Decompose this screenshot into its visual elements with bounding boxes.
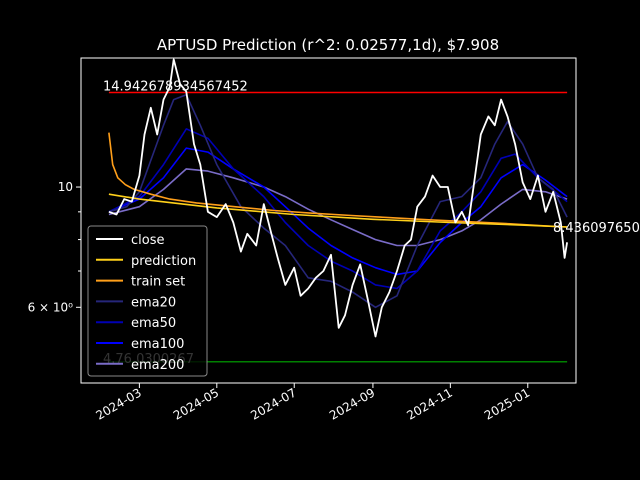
y-axis: 10 6 × 10⁰ <box>28 180 81 314</box>
x-tick-label-1: 2024-05 <box>171 385 221 422</box>
x-tick-label-0: 2024-03 <box>93 385 143 422</box>
legend-label-ema100: ema100 <box>131 337 184 352</box>
series-prediction <box>108 193 568 228</box>
legend-label-train_set: train set <box>131 275 185 290</box>
legend-label-ema50: ema50 <box>131 316 176 331</box>
legend-label-ema200: ema200 <box>131 358 184 373</box>
legend: close prediction train set ema20 ema50 ema100… <box>87 225 208 377</box>
x-axis: 2024-03 2024-05 2024-07 2024-09 2024-11 2025-… <box>93 383 532 423</box>
series-ema50 <box>108 128 568 290</box>
series-ema20 <box>108 93 568 309</box>
legend-label-close: close <box>131 233 164 248</box>
hline-label-0: 14.942678934567452 <box>103 79 248 94</box>
series-train_set <box>108 132 568 228</box>
y-tick-label-1: 6 × 10⁰ <box>28 300 74 314</box>
x-tick-label-4: 2024-11 <box>404 385 454 422</box>
series-lines <box>108 58 568 338</box>
series-close <box>108 58 568 338</box>
x-tick-label-3: 2024-09 <box>327 385 377 422</box>
legend-label-prediction: prediction <box>131 254 196 269</box>
series-ema100 <box>108 147 568 276</box>
chart-title: APTUSD Prediction (r^2: 0.02577,1d), $7.… <box>157 36 499 54</box>
x-tick-label-2: 2024-07 <box>248 385 298 422</box>
end-value-label: 8.436097650 <box>553 221 640 236</box>
legend-box <box>87 225 208 377</box>
x-tick-label-5: 2025-01 <box>482 385 532 422</box>
legend-label-ema20: ema20 <box>131 295 176 310</box>
plot-frame <box>80 57 577 384</box>
y-tick-label-0: 10 <box>58 180 73 194</box>
series-ema200 <box>108 168 568 247</box>
